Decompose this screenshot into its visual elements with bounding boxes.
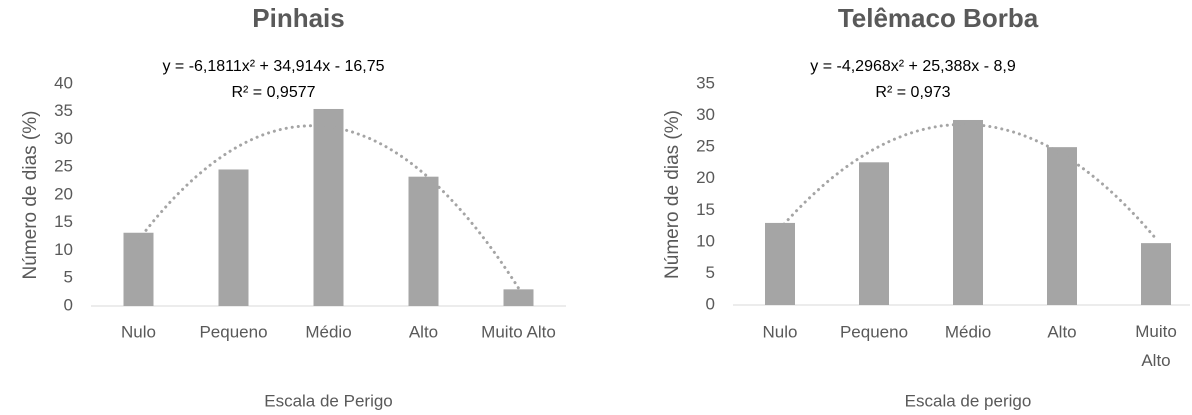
x-tick-label: Pequeno bbox=[840, 322, 908, 341]
x-tick-label: Nulo bbox=[121, 322, 156, 341]
bar bbox=[1047, 147, 1077, 305]
x-axis-label: Escala de perigo bbox=[905, 391, 1032, 410]
y-axis-label: Número de dias (%) bbox=[20, 111, 41, 280]
x-tick-label: Pequeno bbox=[199, 322, 267, 341]
y-tick-label: 0 bbox=[706, 294, 715, 313]
y-tick-label: 25 bbox=[696, 137, 715, 156]
x-tick-label: Alto bbox=[1047, 322, 1076, 341]
chart-title: Pinhais bbox=[252, 3, 344, 33]
trendline bbox=[137, 124, 520, 290]
x-tick-label: Nulo bbox=[763, 322, 798, 341]
y-tick-label: 20 bbox=[696, 168, 715, 187]
bar bbox=[765, 222, 795, 305]
y-tick-label: 30 bbox=[54, 129, 73, 148]
y-tick-label: 15 bbox=[696, 200, 715, 219]
y-tick-label: 20 bbox=[54, 184, 73, 203]
x-tick-label: Muito Alto bbox=[481, 322, 556, 341]
bar bbox=[218, 169, 249, 306]
bar bbox=[408, 176, 439, 306]
y-tick-label: 35 bbox=[696, 73, 715, 92]
y-tick-label: 25 bbox=[54, 157, 73, 176]
y-tick-label: 35 bbox=[54, 101, 73, 120]
bar bbox=[503, 289, 534, 306]
trend-equation: y = -4,2968x² + 25,388x - 8,9 bbox=[810, 58, 1016, 75]
y-tick-label: 40 bbox=[54, 73, 73, 92]
y-tick-label: 10 bbox=[696, 231, 715, 250]
bar bbox=[123, 232, 154, 306]
y-tick-label: 30 bbox=[696, 105, 715, 124]
bar bbox=[859, 162, 889, 305]
trend-equation: y = -6,1811x² + 34,914x - 16,75 bbox=[162, 58, 384, 75]
bar bbox=[953, 119, 983, 306]
chart-title: Telêmaco Borba bbox=[838, 3, 1039, 33]
x-tick-label: Alto bbox=[409, 322, 438, 341]
y-tick-label: 0 bbox=[64, 295, 73, 314]
y-tick-label: 5 bbox=[706, 263, 715, 282]
bar bbox=[313, 108, 344, 306]
x-tick-label: Médio bbox=[945, 322, 991, 341]
bar bbox=[1141, 243, 1171, 305]
y-tick-label: 5 bbox=[64, 268, 73, 287]
x-tick-label: Muito Alto bbox=[1135, 322, 1177, 370]
trendline bbox=[778, 122, 1158, 241]
x-tick-label: Médio bbox=[305, 322, 351, 341]
r-squared: R² = 0,973 bbox=[875, 84, 950, 101]
y-tick-label: 10 bbox=[54, 240, 73, 259]
x-axis-label: Escala de Perigo bbox=[264, 391, 393, 410]
y-tick-label: 15 bbox=[54, 212, 73, 231]
y-axis-label: Número de dias (%) bbox=[662, 110, 683, 279]
r-squared: R² = 0,9577 bbox=[231, 84, 315, 101]
